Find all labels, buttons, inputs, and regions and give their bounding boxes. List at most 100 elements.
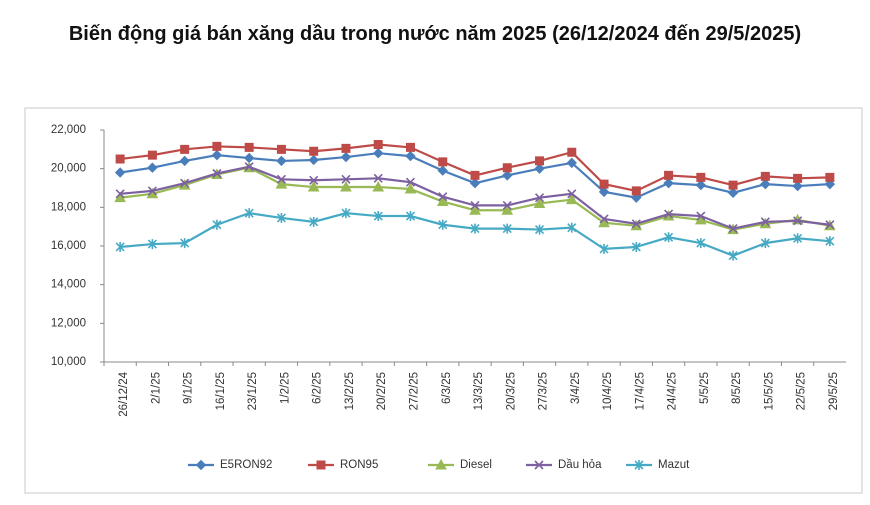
data-point [760,238,770,249]
data-point [244,208,254,219]
data-point [501,204,514,215]
data-point [760,217,770,227]
x-tick-label: 9/1/25 [183,372,195,404]
data-point [341,143,351,153]
data-point [436,195,449,207]
data-point [793,233,803,244]
data-point [599,179,609,189]
data-point [502,170,513,181]
data-point [470,200,480,210]
data-point [309,175,319,185]
data-point [147,150,157,160]
x-tick-label: 6/3/25 [441,372,453,404]
data-point [469,204,481,215]
data-point [211,149,223,161]
legend-marker [634,460,644,470]
chart-title: Biến động giá bán xăng dầu trong nước nă… [68,23,802,45]
legend-label: Mazut [658,459,690,471]
data-point [438,192,448,202]
data-point [695,179,707,191]
x-tick-label: 24/4/25 [667,372,679,410]
data-point [567,222,577,233]
data-point [598,186,610,198]
data-point [438,219,448,230]
data-point [696,211,706,221]
y-tick-label: 20,000 [51,163,86,175]
data-point [243,152,255,164]
data-point [307,181,320,192]
data-point [565,193,578,205]
x-tick-label: 20/3/25 [505,372,517,410]
data-point [212,141,222,151]
data-point [276,212,287,223]
data-point [728,250,738,261]
data-point [276,144,286,154]
x-tick-label: 1/2/25 [279,372,291,404]
data-point [727,187,739,199]
x-tick-label: 3/4/25 [570,372,582,404]
x-tick-label: 13/3/25 [473,372,485,410]
data-point [147,239,157,250]
x-tick-label: 20/2/25 [376,372,388,410]
data-point [793,173,803,183]
data-point [405,150,416,162]
data-point [663,232,674,243]
data-point [631,241,641,252]
data-point [373,140,383,149]
series-line [120,212,830,257]
x-tick-label: 10/4/25 [602,372,614,410]
legend-label: E5RON92 [220,459,272,471]
data-point [728,180,738,190]
data-point [825,220,835,230]
y-tick-label: 14,000 [51,279,86,291]
data-point [502,223,512,234]
data-point [599,214,609,224]
data-point [180,144,190,154]
data-point [696,172,706,182]
chart-frame [24,107,863,494]
data-point [470,170,480,180]
data-point [760,171,770,181]
data-point [179,155,190,167]
data-point [212,168,222,179]
data-point [663,209,674,219]
data-point [405,142,415,152]
x-tick-label: 8/5/25 [731,372,743,404]
data-point [793,216,803,226]
data-point [567,147,577,157]
data-point [147,162,158,173]
x-tick-label: 29/5/25 [828,372,840,410]
legend-label: RON95 [340,459,378,471]
data-point [276,155,287,167]
data-point [405,177,416,187]
data-point [469,177,481,189]
data-point [825,172,835,182]
data-point [567,189,577,199]
data-point [792,180,803,192]
data-point [180,238,190,249]
x-tick-label: 6/2/25 [312,372,324,404]
data-point [535,156,545,166]
data-point [405,211,416,222]
data-point [373,173,383,183]
x-tick-label: 23/1/25 [247,372,259,410]
data-point [341,208,351,219]
x-tick-label: 2/1/25 [150,372,162,404]
data-point [115,241,125,252]
data-point [631,192,642,203]
data-point [180,178,190,188]
data-point [664,170,674,180]
data-point [276,174,287,184]
data-point [309,216,319,227]
legend-label: Dầu hỏa [558,459,602,471]
data-point [631,219,641,229]
data-point [341,174,351,184]
x-tick-label: 22/5/25 [796,372,808,410]
x-tick-label: 26/12/24 [118,371,130,416]
data-point [115,154,125,164]
data-point [825,236,835,247]
y-tick-label: 22,000 [51,124,86,136]
data-point [115,189,125,199]
y-tick-label: 18,000 [51,201,86,213]
